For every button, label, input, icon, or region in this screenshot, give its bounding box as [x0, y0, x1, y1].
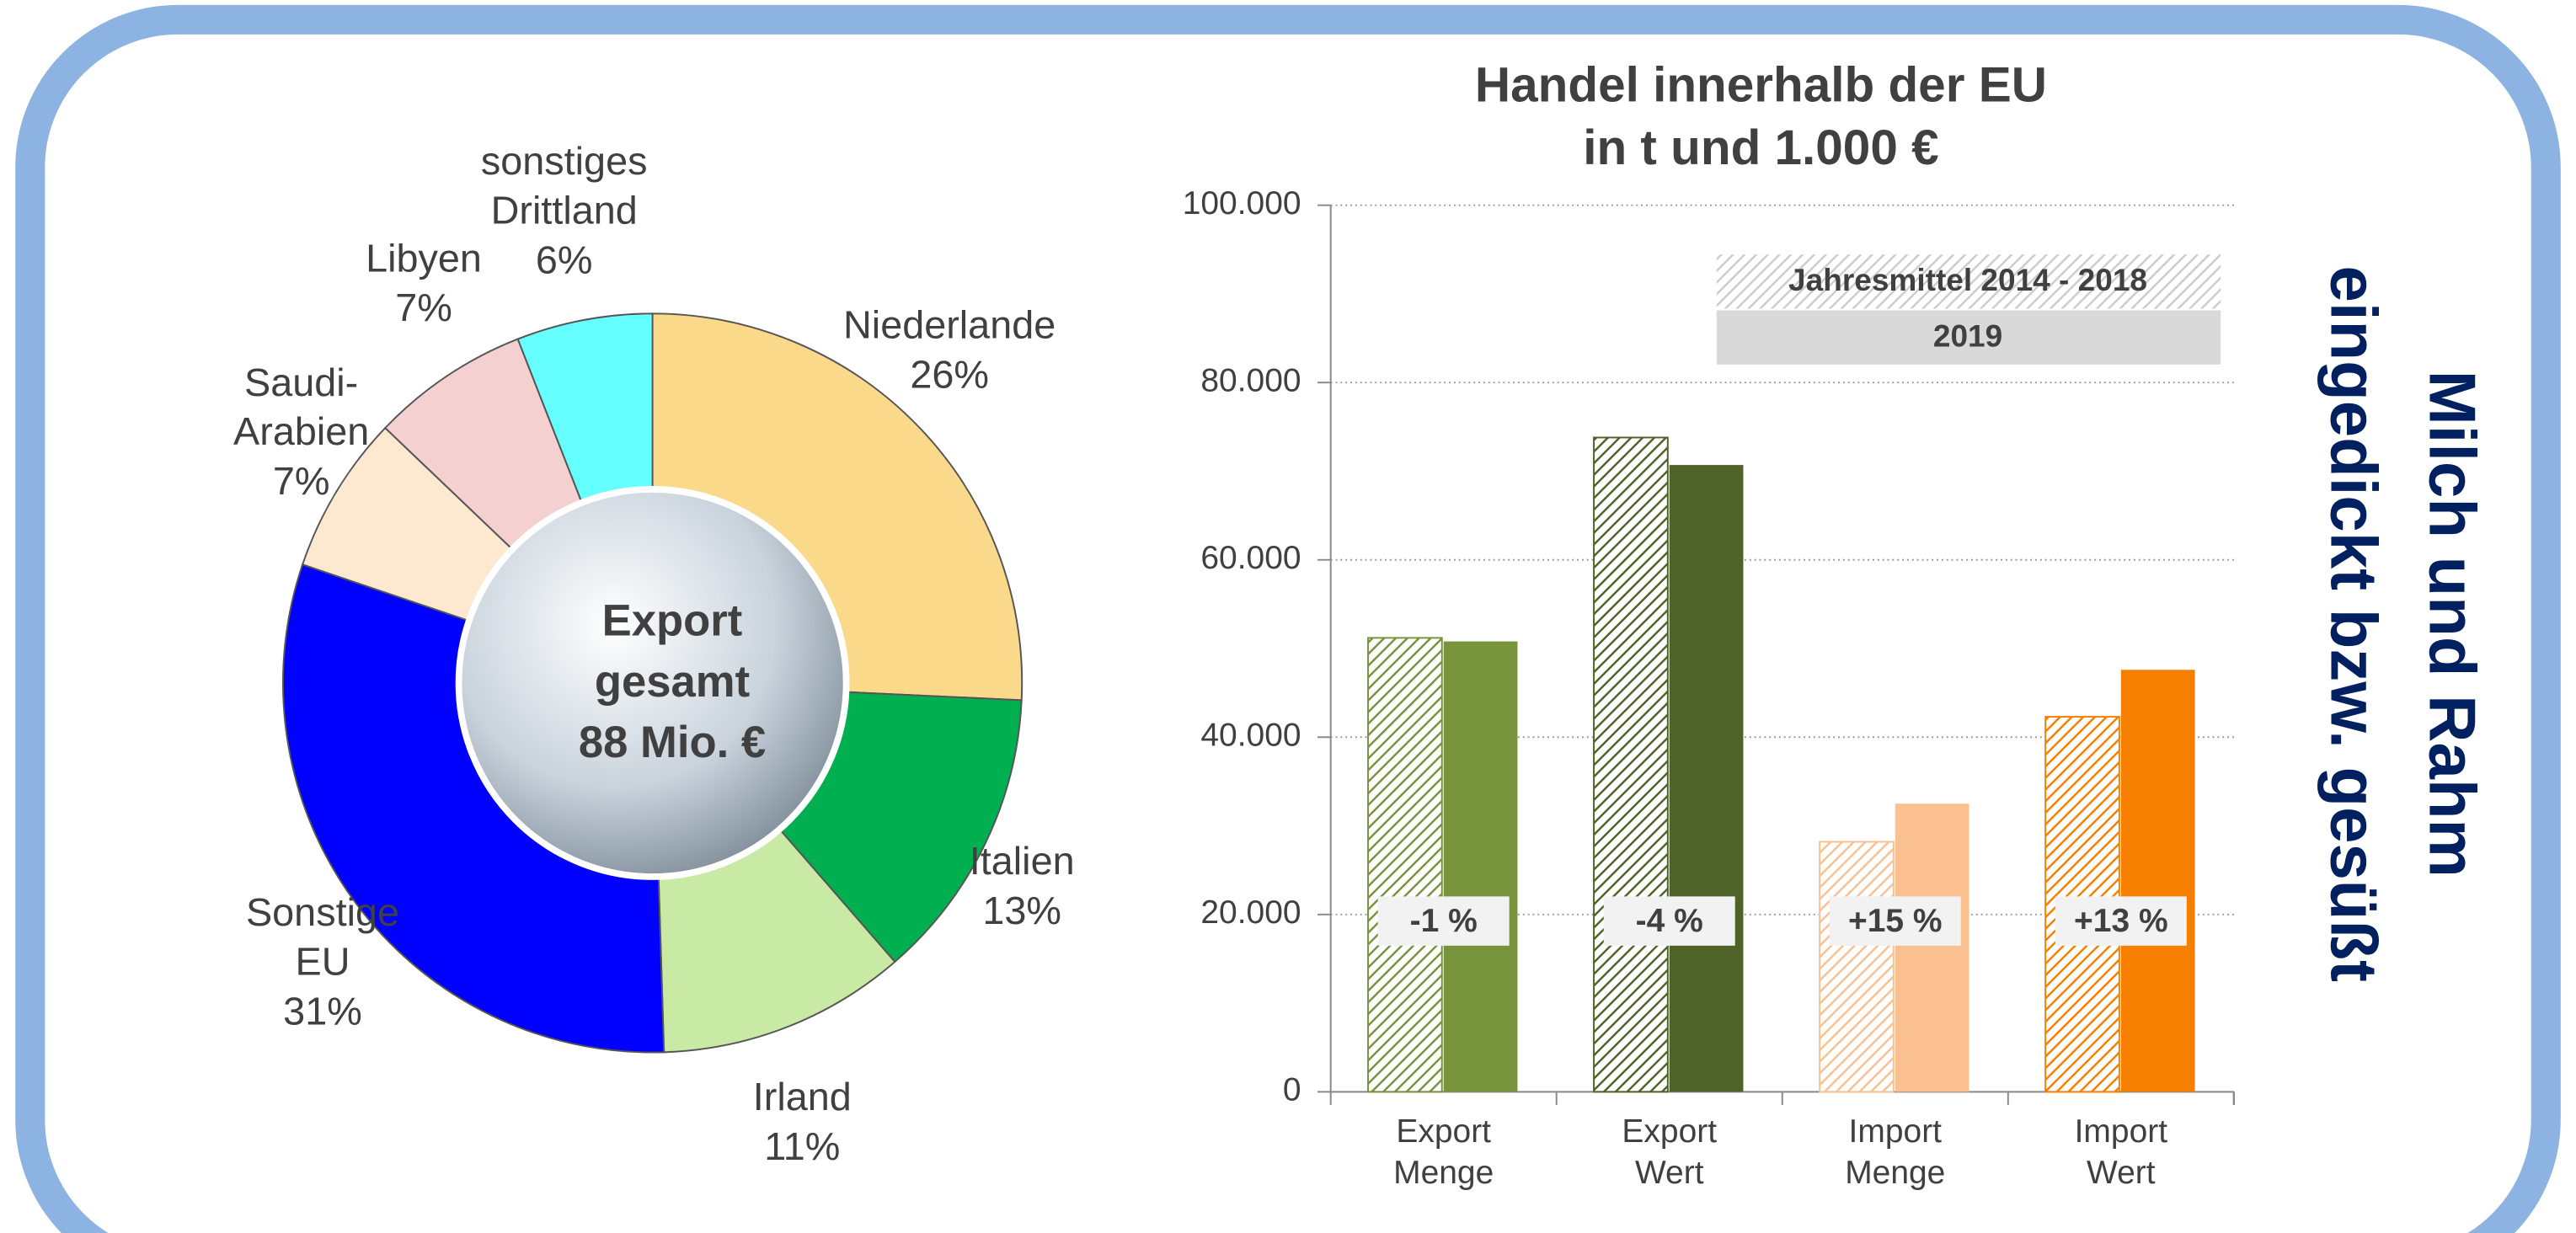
side-title: Milch und Rahm: [2416, 371, 2490, 878]
annotation-box: [1603, 896, 1735, 946]
legend-label: 2019: [1933, 318, 2002, 353]
x-tick-label: Import Menge: [1845, 1113, 1945, 1191]
pie-value-label: 11%: [764, 1124, 840, 1168]
pie-value-label: 26%: [910, 352, 989, 396]
annotation: +13 %: [2074, 903, 2168, 939]
pie-value-label: 7%: [273, 459, 330, 503]
annotation: +15 %: [1848, 903, 1943, 939]
pie-value-label: 13%: [982, 889, 1061, 932]
center-label: gesamt: [595, 657, 750, 707]
pie-label: Irland: [753, 1076, 852, 1119]
annotation: -4 %: [1636, 903, 1703, 939]
annotation-box: [1377, 896, 1510, 946]
x-tick-label: Import Wert: [2075, 1113, 2168, 1191]
bar: [1443, 641, 1518, 1092]
bar: [1819, 841, 1895, 1093]
bar: [2120, 670, 2195, 1092]
y-tick-label: 100.000: [1183, 185, 1301, 222]
x-tick-label: Export Menge: [1393, 1113, 1494, 1191]
bar: [1895, 803, 1969, 1092]
annotation-box: [2055, 896, 2187, 946]
side-title: eingedickt bzw. gesüßt: [2317, 265, 2392, 982]
chart-title: Handel innerhalb der EU: [1475, 58, 2047, 113]
pie-label: sonstiges Drittland: [481, 139, 648, 232]
annotation: -1 %: [1410, 903, 1478, 939]
y-tick-label: 60.000: [1200, 540, 1301, 576]
annotation-box: [1829, 896, 1961, 946]
legend-swatch: [1716, 310, 2221, 365]
y-tick-label: 0: [1283, 1072, 1301, 1108]
y-tick-label: 40.000: [1200, 718, 1301, 754]
legend-label: Jahresmittel 2014 - 2018: [1788, 262, 2147, 297]
center-label: 88 Mio. €: [579, 718, 766, 767]
pie-label: Italien: [970, 840, 1075, 883]
frame: [15, 4, 2561, 1233]
pie-value-label: 31%: [283, 989, 362, 1033]
bar: [1669, 465, 1744, 1092]
pie-value-label: 7%: [395, 286, 452, 329]
bar: [1593, 436, 1669, 1093]
chart-title: in t und 1.000 €: [1583, 120, 1938, 175]
y-tick-label: 20.000: [1200, 894, 1301, 931]
pie-label: Niederlande: [843, 303, 1056, 347]
legend-swatch: [1716, 254, 2221, 309]
pie-label: Saudi-Arabien: [233, 360, 369, 453]
y-tick-label: 80.000: [1200, 363, 1301, 399]
pie-label: Libyen: [366, 237, 482, 280]
donut-hole: [455, 486, 850, 880]
x-tick-label: Export Wert: [1622, 1113, 1717, 1191]
pie-value-label: 6%: [536, 238, 593, 281]
bar: [1367, 637, 1443, 1093]
pie-label: Sonstige EU: [246, 890, 399, 983]
center-label: Export: [602, 596, 743, 646]
